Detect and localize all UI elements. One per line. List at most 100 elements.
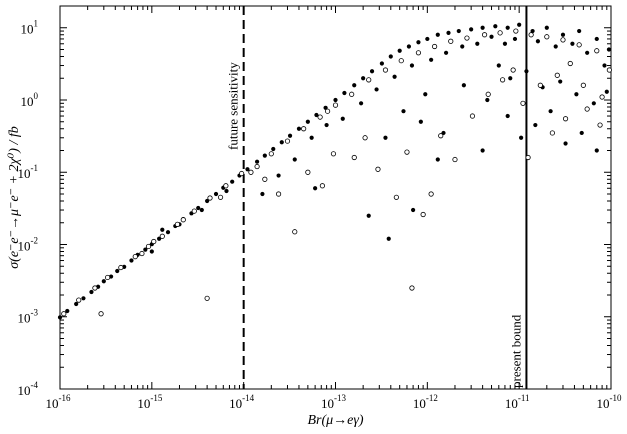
data-point-open [415, 50, 422, 56]
data-point-filled [230, 179, 235, 184]
data-point-open [204, 295, 210, 301]
data-point-filled [423, 92, 428, 97]
data-point-open [118, 264, 124, 271]
data-point-filled [366, 213, 371, 218]
data-point-filled [314, 112, 319, 118]
data-point-filled [456, 28, 461, 34]
y-tick-label: 10-2 [18, 235, 39, 253]
data-point-filled [606, 47, 612, 52]
data-point-filled [418, 119, 423, 124]
y-tick-label: 10-3 [18, 308, 39, 326]
data-point-open [594, 48, 600, 54]
data-point-filled [262, 153, 267, 158]
data-point-open [174, 221, 181, 227]
data-point-filled [386, 236, 391, 241]
data-point-open [528, 32, 534, 38]
data-point-open [217, 194, 224, 200]
data-point-open [393, 194, 399, 200]
data-point-filled [361, 76, 366, 81]
data-point-open [98, 311, 104, 317]
plot-frame [59, 5, 612, 390]
data-point-filled [333, 97, 338, 103]
data-point-open [349, 91, 355, 97]
data-point-open [404, 149, 410, 155]
data-point-filled [406, 44, 412, 49]
data-point-filled [397, 48, 402, 53]
x-tick-label: 10-12 [413, 393, 438, 411]
data-point-open [191, 208, 197, 214]
data-point-open [513, 28, 519, 34]
data-point-filled [296, 126, 302, 131]
data-point-open [317, 114, 323, 120]
data-point-filled [115, 268, 120, 274]
data-point-open [139, 250, 145, 257]
data-point-filled [548, 109, 553, 114]
data-point-filled [570, 41, 575, 46]
data-point-open [92, 285, 98, 291]
data-point-filled [287, 133, 293, 138]
data-point-filled [401, 109, 406, 114]
data-point-open [409, 285, 415, 291]
data-point-open [207, 195, 213, 201]
data-point-open [525, 154, 531, 161]
data-point-filled [369, 69, 375, 74]
data-point-open [549, 130, 555, 136]
data-point-filled [585, 50, 590, 55]
data-point-open [145, 243, 152, 250]
data-point-open [330, 151, 337, 157]
data-point-open [432, 43, 438, 50]
data-point-open [469, 113, 476, 119]
data-point-open [159, 233, 165, 239]
data-point-open [448, 38, 454, 44]
data-point-open [499, 77, 506, 83]
data-point-filled [493, 24, 498, 29]
data-point-filled [533, 122, 538, 128]
data-point-filled [469, 27, 474, 32]
data-point-filled [579, 130, 584, 136]
data-point-filled [199, 207, 204, 213]
data-point-filled [324, 122, 329, 128]
y-tick-label: 10-1 [18, 163, 39, 181]
data-point-filled [558, 79, 563, 84]
data-point-open [580, 82, 586, 88]
data-point-open [382, 67, 389, 73]
data-point-filled [425, 36, 430, 42]
data-point-filled [388, 54, 393, 59]
x-tick-label: 10-15 [137, 393, 162, 411]
data-point-open [510, 67, 516, 73]
data-point-open [420, 211, 426, 218]
data-point-filled [524, 69, 529, 74]
data-point-open [398, 58, 404, 64]
data-point-open [584, 106, 590, 112]
data-point-filled [129, 258, 134, 263]
data-point-filled [57, 315, 63, 320]
y-tick-label: 101 [21, 19, 39, 37]
data-point-filled [271, 146, 276, 152]
data-point-open [262, 176, 268, 182]
data-point-filled [480, 25, 485, 30]
data-point-filled [560, 32, 566, 37]
data-point-open [151, 238, 157, 245]
data-point-filled [594, 148, 599, 153]
data-point-open [567, 60, 573, 67]
data-point-open [537, 82, 543, 88]
data-point-open [132, 254, 138, 260]
data-point-open [254, 163, 260, 170]
data-point-filled [502, 41, 508, 46]
data-point-filled [101, 279, 106, 284]
data-point-filled [165, 230, 171, 235]
data-point-filled [512, 36, 518, 42]
y-axis-title: σ(e⁻e⁻→μ⁻e⁻ + 2χ⁰) / fb [7, 126, 22, 268]
data-point-filled [604, 89, 609, 94]
data-point-filled [196, 205, 201, 211]
data-point-filled [143, 247, 148, 252]
data-point-filled [489, 34, 494, 39]
data-point-open [292, 229, 298, 235]
data-point-filled [505, 113, 510, 119]
data-point-filled [574, 92, 579, 97]
x-tick-label: 10-16 [46, 393, 71, 411]
data-point-filled [411, 207, 416, 213]
data-point-filled [446, 30, 451, 35]
data-point-filled [602, 63, 607, 68]
data-point-filled [383, 135, 388, 140]
